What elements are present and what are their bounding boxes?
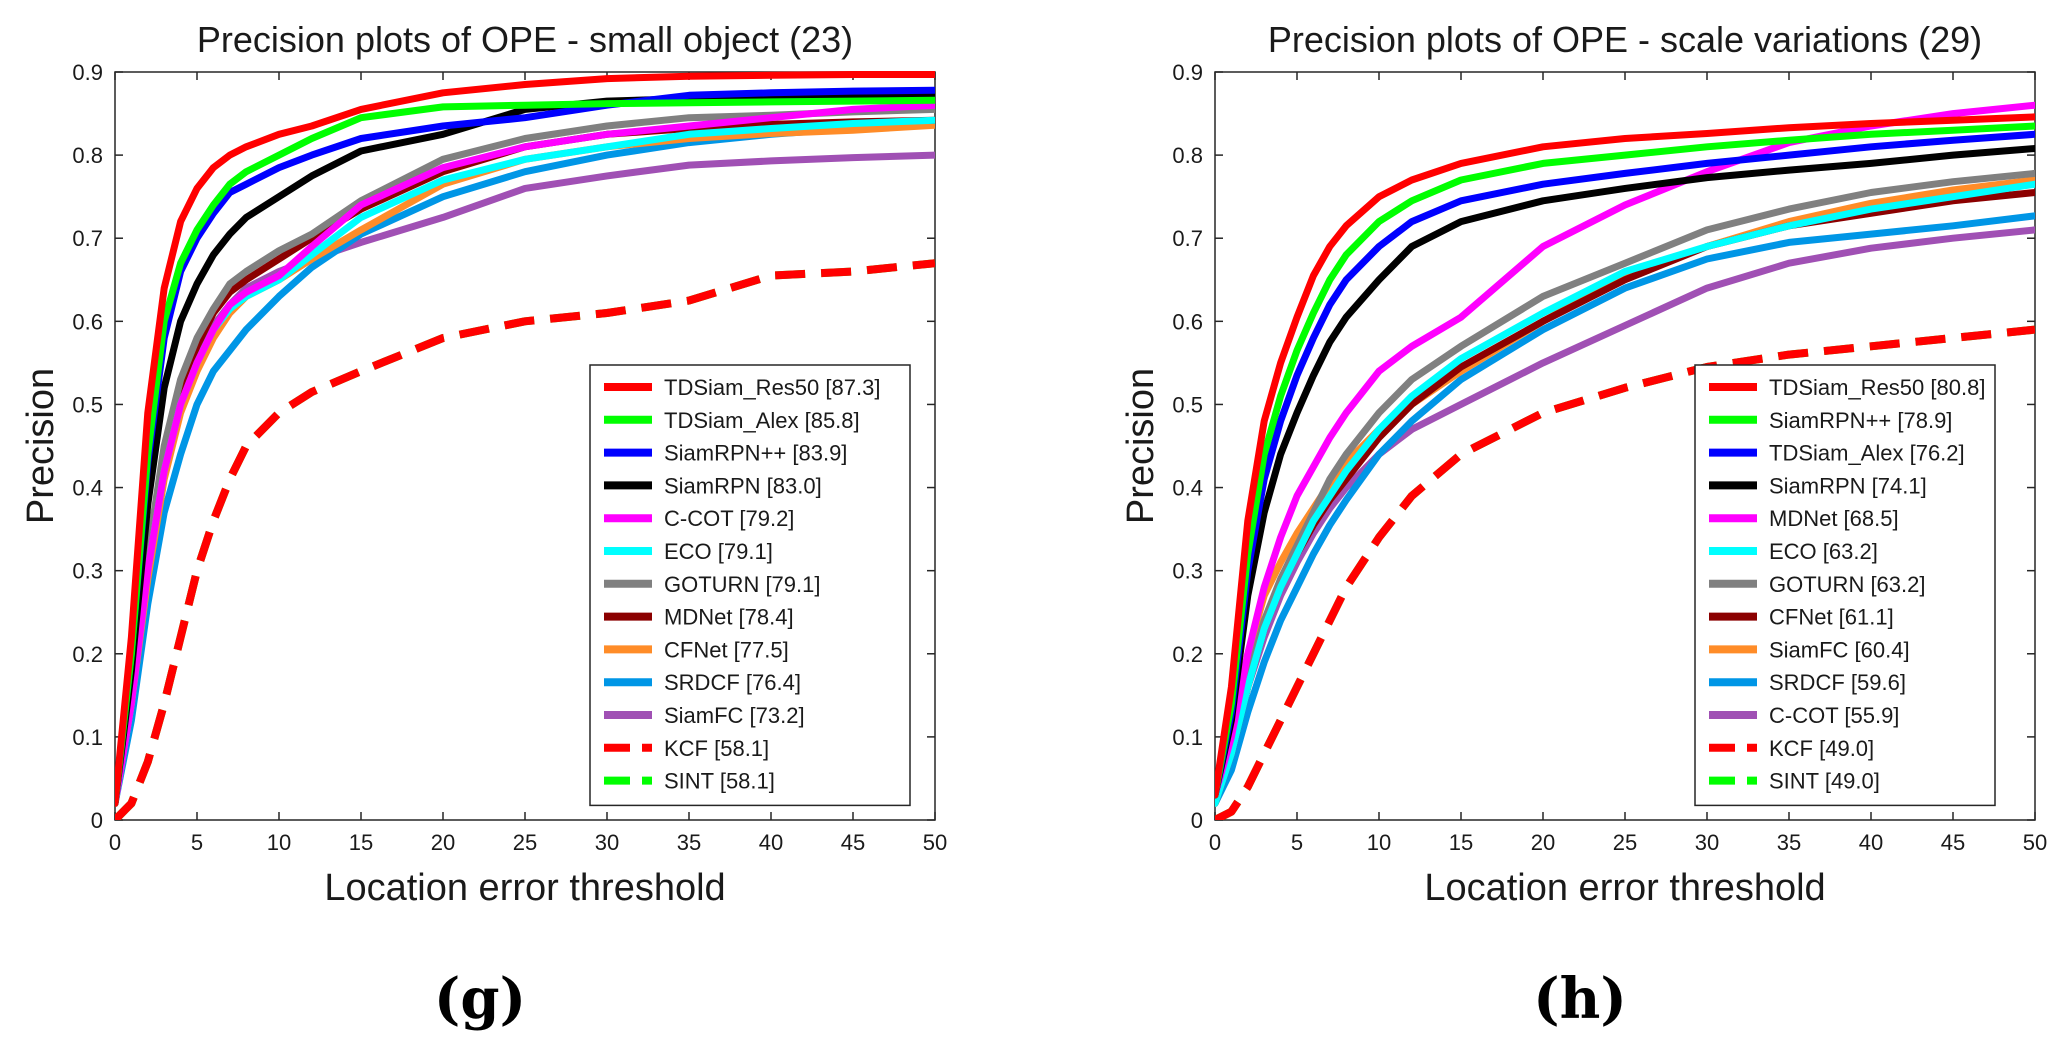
x-axis-label: Location error threshold [1424,867,1825,909]
legend-label-cfnet: CFNet [61.1] [1769,605,1894,630]
series-lines [115,71,935,820]
x-tick-label: 15 [1449,830,1473,855]
series-line-kcf [1215,325,2035,820]
y-tick-label: 0.5 [72,392,103,417]
x-tick-label: 45 [1941,830,1965,855]
x-tick-label: 5 [1291,830,1303,855]
series-line-kcf [115,259,935,820]
legend-label-srdcf: SRDCF [76.4] [664,670,801,695]
legend-label-goturn: GOTURN [79.1] [664,572,820,597]
series-line-tdsiam-res50 [115,71,935,807]
legend: TDSiam_Res50 [80.8] SiamRPN++ [78.9] TDSia… [1694,364,1996,807]
legend-label-mdnet: MDNet [78.4] [664,605,794,630]
x-tick-label: 50 [2023,830,2047,855]
x-tick-label: 30 [1695,830,1719,855]
y-tick-label: 0.7 [72,226,103,251]
series-line-siamrpn [1215,145,2035,799]
x-tick-label: 10 [267,830,291,855]
y-tick-label: 0.1 [1172,725,1203,750]
legend-label-siamfc: SiamFC [60.4] [1769,637,1910,662]
series-line-srdcf [115,118,935,807]
y-tick-label: 0.3 [1172,559,1203,584]
series-line-eco [1215,180,2035,807]
y-tick-label: 0.9 [1172,60,1203,85]
x-tick-label: 40 [1859,830,1883,855]
y-tick-label: 0.4 [1172,476,1203,501]
legend-label-srdcf: SRDCF [59.6] [1769,670,1906,695]
legend-label-tdsiam-res50: TDSiam_Res50 [80.8] [1769,375,1985,400]
subfigure-caption: (h) [1533,966,1627,1032]
chart-scale-variations: Precision plots of OPE - scale variation… [1120,19,2047,1032]
y-tick-label: 0.6 [72,309,103,334]
y-tick-label: 0.5 [1172,392,1203,417]
legend-label-c-cot: C-COT [79.2] [664,506,794,531]
x-tick-label: 15 [349,830,373,855]
x-tick-label: 20 [431,830,455,855]
x-tick-label: 45 [841,830,865,855]
y-axis-label: Precision [1120,368,1162,524]
x-tick-label: 35 [677,830,701,855]
series-line-tdsiam-res50 [1215,113,2035,799]
x-tick-label: 25 [1613,830,1637,855]
x-tick-label: 20 [1531,830,1555,855]
x-tick-label: 0 [109,830,121,855]
legend-label-tdsiam-res50: TDSiam_Res50 [87.3] [664,375,880,400]
y-tick-label: 0.2 [72,642,103,667]
y-axis-label: Precision [20,368,62,524]
series-line-goturn [115,105,935,807]
y-tick-label: 0.7 [1172,226,1203,251]
legend-label-kcf: KCF [49.0] [1769,736,1874,761]
series-line-srdcf [1215,212,2035,807]
subfigure-caption: (g) [434,966,526,1032]
legend-label-siamrpn: SiamRPN [74.1] [1769,473,1927,498]
series-lines [1215,101,2035,820]
x-tick-label: 30 [595,830,619,855]
y-tick-label: 0.6 [1172,309,1203,334]
legend-label-cfnet: CFNet [77.5] [664,637,789,662]
series-line-tdsiam-alex [115,96,935,807]
chart-small-object: Precision plots of OPE - small object (2… [20,19,947,1032]
legend-label-siamfc: SiamFC [73.2] [664,703,805,728]
legend-label-mdnet: MDNet [68.5] [1769,506,1899,531]
y-tick-label: 0 [91,808,103,833]
x-tick-label: 25 [513,830,537,855]
chart-title: Precision plots of OPE - scale variation… [1268,19,1982,60]
legend-label-siamrpn: SiamRPN [83.0] [664,473,822,498]
x-tick-label: 35 [1777,830,1801,855]
x-axis-label: Location error threshold [324,867,725,909]
y-tick-label: 0.8 [72,143,103,168]
legend-label-tdsiam-alex: TDSiam_Alex [76.2] [1769,441,1965,466]
x-tick-label: 10 [1367,830,1391,855]
legend-label-tdsiam-alex: TDSiam_Alex [85.8] [664,408,860,433]
chart-title: Precision plots of OPE - small object (2… [197,19,853,60]
y-tick-label: 0.9 [72,60,103,85]
y-tick-label: 0.4 [72,476,103,501]
legend-label-c-cot: C-COT [55.9] [1769,703,1899,728]
legend-label-goturn: GOTURN [63.2] [1769,572,1925,597]
x-tick-label: 0 [1209,830,1221,855]
x-tick-label: 50 [923,830,947,855]
legend: TDSiam_Res50 [87.3] TDSiam_Alex [85.8] Sia… [589,364,911,807]
legend-label-kcf: KCF [58.1] [664,736,769,761]
series-line-siamrpn [1215,122,2035,799]
y-tick-label: 0 [1191,808,1203,833]
x-tick-label: 5 [191,830,203,855]
legend-label-eco: ECO [79.1] [664,539,773,564]
y-tick-label: 0.1 [72,725,103,750]
legend-label-siamrpn: SiamRPN++ [78.9] [1769,408,1952,433]
y-tick-label: 0.2 [1172,642,1203,667]
y-tick-label: 0.3 [72,559,103,584]
legend-label-siamrpn: SiamRPN++ [83.9] [664,441,847,466]
legend-label-sint: SINT [58.1] [664,769,775,794]
series-line-tdsiam-alex [1215,130,2035,799]
legend-label-sint: SINT [49.0] [1769,769,1880,794]
series-line-c-cot [115,101,935,807]
y-tick-label: 0.8 [1172,143,1203,168]
legend-label-eco: ECO [63.2] [1769,539,1878,564]
x-tick-label: 40 [759,830,783,855]
